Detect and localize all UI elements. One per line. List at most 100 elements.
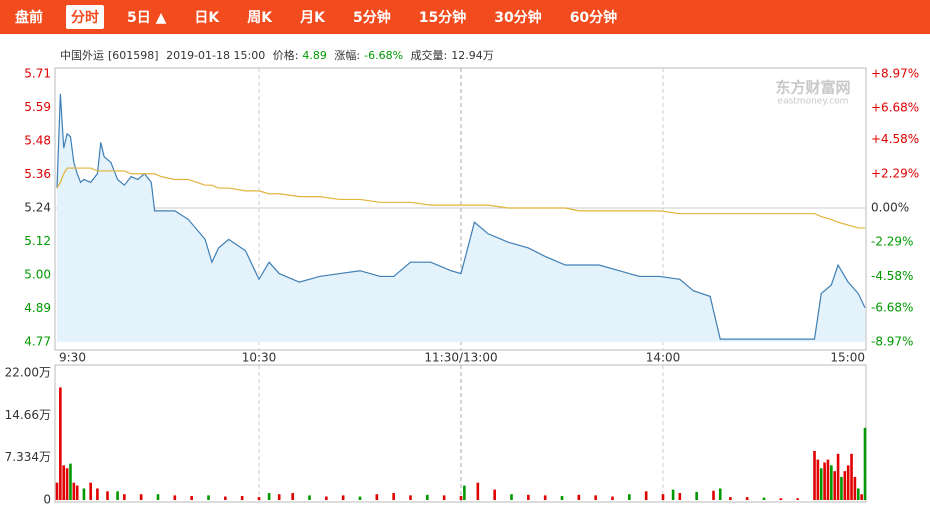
y-tick-label: 4.77 [24,335,51,349]
volume-bar [96,488,99,500]
tab[interactable]: 15分钟 [418,10,467,26]
volume-bar [846,465,850,500]
volume-bar [392,493,395,500]
volume-bar [409,495,412,500]
tab[interactable]: 日K [194,10,220,26]
info-line: 中国外运 [601598] 2019-01-18 15:00 价格: 4.89 涨幅… [60,47,498,63]
x-tick-label: 9:30 [59,351,86,365]
volume-bar [823,462,826,500]
watermark: 东方财富网 [775,79,850,97]
volume-bar [830,465,833,500]
tab[interactable]: 5日 ▲ [127,10,167,26]
volume-frame [54,364,867,503]
tab[interactable]: 60分钟 [569,10,618,26]
volume-bar [442,495,446,500]
volume-bar [819,468,823,500]
volume: 12.94万 [451,49,494,62]
y2-tick-label: +6.68% [871,101,919,115]
volume-bar [611,496,614,500]
volume-bar [476,482,480,500]
volume-bar [712,490,715,500]
volume-bar [89,482,92,500]
volume-bar [853,476,857,500]
volume-bar [863,427,867,500]
volume-bar [661,494,665,500]
price-line [56,93,866,340]
x-tick-label: 11:30/13:00 [424,351,497,365]
volume-bar [291,493,294,500]
y2-tick-label: -4.58% [871,269,913,283]
volume-bar [543,495,547,500]
volume-bar [139,494,143,500]
volume-bar [594,495,597,500]
y2-tick-label: -2.29% [871,235,913,249]
volume-bar [459,495,463,500]
y2-tick-label: -6.68% [871,300,913,314]
volume-bar [341,495,345,500]
y2-tick-label: 0.00% [871,201,909,215]
average-line [56,167,865,229]
volume-bar [577,494,581,500]
tab[interactable]: 月K [300,10,325,26]
volume-bar [836,453,840,500]
volume-bar [833,471,836,500]
volume-bar [240,495,244,500]
price-label: 价格: [272,49,299,62]
volume-bar [69,463,72,500]
volume-bar [75,485,79,500]
volume-bar [173,495,177,500]
x-tick-label: 14:00 [646,351,681,365]
tab[interactable]: 周K [247,10,273,26]
volume-tick-label: 14.66万 [5,408,51,422]
volume-tick-label: 7.334万 [5,450,51,464]
volume-bar [762,497,766,500]
volume-bar [628,494,631,500]
volume-bar [156,494,160,500]
volume-bar [527,494,530,500]
y2-tick-label: +4.58% [871,132,919,146]
y-tick-label: 5.24 [24,201,51,215]
volume-bar [729,497,732,500]
datetime: 2019-01-18 15:00 [166,49,266,62]
volume-bar [816,459,820,500]
volume-bar [106,491,109,500]
volume-bar [116,491,119,500]
tab[interactable]: 分时 [66,5,104,29]
volume-bar [644,491,648,500]
volume-bar [257,497,261,500]
volume-bar [277,494,281,500]
volume-label: 成交量: [410,49,448,62]
tab[interactable]: 30分钟 [494,10,542,26]
volume-bar [493,489,496,500]
volume-bar [463,485,466,500]
volume-bar [65,468,69,500]
tab-bar: 盘前 分时 5日 ▲ 日K 周K 月K 5分钟 15分钟 30分钟 60分钟 [0,0,930,34]
y-tick-label: 5.71 [24,67,51,81]
volume-bar [224,496,227,500]
volume-bar [678,493,682,500]
volume-bar [671,489,675,500]
volume-bar [267,493,271,500]
volume-bar [813,450,816,500]
y-tick-label: 5.59 [24,100,51,114]
volume-bar [82,488,86,500]
volume-bar [718,488,722,500]
volume-bar [72,482,76,500]
volume-tick-label: 0 [43,493,51,507]
volume-bar [55,482,59,500]
volume-bar [325,496,328,500]
volume-bar [426,494,429,500]
price: 4.89 [302,49,327,62]
stock-code: [601598] [108,49,159,62]
tab[interactable]: 盘前 [15,10,43,26]
y2-tick-label: -8.97% [871,335,913,349]
tab[interactable]: 5分钟 [352,10,391,26]
volume-bar [358,496,362,500]
y2-tick-label: +8.97% [871,67,919,81]
y-tick-label: 5.12 [24,234,51,248]
volume-bar [850,453,853,500]
volume-bar [840,476,843,500]
volume-bar [860,494,863,500]
